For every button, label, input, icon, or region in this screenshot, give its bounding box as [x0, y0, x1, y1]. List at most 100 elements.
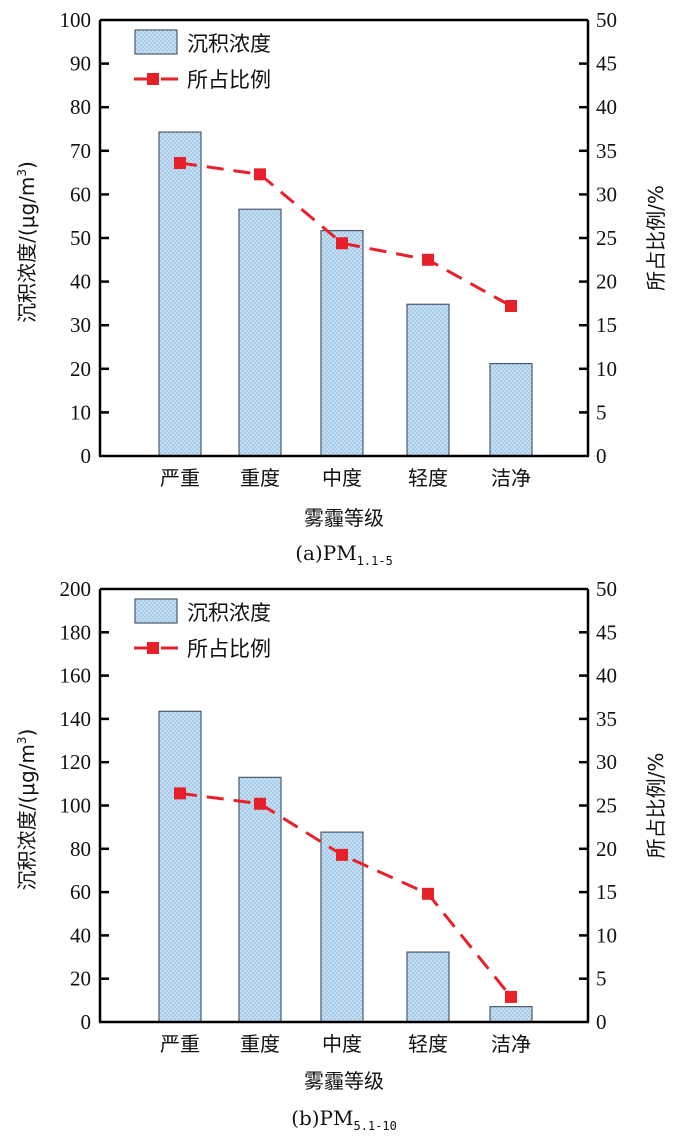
- y2-axis-title: 所占比例/%: [644, 185, 668, 291]
- left-tick-label: 200: [60, 577, 92, 601]
- legend-line-marker: [147, 73, 159, 85]
- y-axis-title-end: ): [15, 729, 39, 737]
- y-axis-title-end: ): [15, 161, 39, 169]
- right-tick-label: 40: [596, 664, 617, 688]
- line-point-1: [174, 787, 186, 800]
- bar-3: [320, 831, 364, 1023]
- line-point-4: [422, 887, 434, 900]
- bar-3: [320, 229, 364, 457]
- x-axis-title: 雾霾等级: [304, 506, 384, 530]
- left-tick-label: 40: [70, 270, 91, 294]
- left-tick-label: 80: [70, 95, 91, 119]
- right-tick-label: 5: [596, 400, 607, 424]
- panel-caption-subscript: 1.1-5: [357, 554, 393, 568]
- right-tick-label: 0: [596, 1010, 607, 1034]
- category-label: 洁净: [491, 1032, 531, 1056]
- y-axis-title-sup: 3: [15, 169, 29, 177]
- right-tick-label: 25: [596, 226, 617, 250]
- panel-caption-subscript: 5.1-10: [353, 1119, 396, 1133]
- right-tick-label: 20: [596, 837, 617, 861]
- line-point-5: [505, 300, 517, 313]
- right-tick-label: 10: [596, 923, 617, 947]
- left-tick-label: 180: [60, 620, 92, 644]
- y-axis-title: 沉积浓度/(μg/m3): [15, 161, 39, 323]
- category-label: 严重: [160, 466, 200, 490]
- line-point-5: [505, 990, 517, 1003]
- left-tick-label: 0: [81, 444, 92, 468]
- category-label: 中度: [322, 1032, 362, 1056]
- legend-label-bars: 沉积浓度: [187, 32, 271, 56]
- left-tick-label: 50: [70, 226, 91, 250]
- legend-label-bars: 沉积浓度: [187, 601, 271, 625]
- bar-5: [489, 1006, 533, 1023]
- bar-2: [238, 208, 282, 457]
- left-tick-label: 0: [81, 1010, 92, 1034]
- left-tick-label: 60: [70, 880, 91, 904]
- category-label: 中度: [322, 466, 362, 490]
- left-tick-label: 160: [60, 664, 92, 688]
- left-tick-label: 100: [60, 8, 92, 32]
- left-tick-label: 70: [70, 139, 91, 163]
- left-tick-label: 20: [70, 357, 91, 381]
- y-axis-title-main: 沉积浓度/(μg/m: [15, 177, 39, 323]
- legend-bar-swatch: [134, 598, 178, 624]
- line-point-3: [336, 237, 348, 250]
- chart-panel-a: 0 10 20 30 40 50 60 70 80 90 100 0 5 10 15 20 25 30 35 40 45…: [15, 8, 668, 568]
- right-tick-label: 50: [596, 8, 617, 32]
- y-axis-title: 沉积浓度/(μg/m3): [15, 729, 39, 891]
- left-tick-label: 20: [70, 967, 91, 991]
- y2-axis-title: 所占比例/%: [644, 753, 668, 859]
- category-label: 洁净: [491, 466, 531, 490]
- line-point-4: [422, 253, 434, 266]
- y-axis-title-sup: 3: [15, 736, 29, 744]
- left-tick-label: 120: [60, 750, 92, 774]
- category-label: 严重: [160, 1032, 200, 1056]
- legend-bar-swatch: [134, 29, 178, 55]
- line-point-2: [254, 797, 266, 810]
- right-tick-label: 35: [596, 139, 617, 163]
- left-tick-label: 10: [70, 400, 91, 424]
- line-point-3: [336, 848, 348, 861]
- left-tick-label: 90: [70, 52, 91, 76]
- series-line-proportion: [179, 161, 512, 308]
- chart-panel-b: 0 20 40 60 80 100 120 140 160 180 200 0 5 10 15 20 25 30 3…: [15, 577, 668, 1133]
- right-tick-label: 15: [596, 880, 617, 904]
- right-tick-label: 30: [596, 182, 617, 206]
- legend-label-line: 所占比例: [187, 68, 271, 92]
- category-label: 轻度: [408, 466, 448, 490]
- left-tick-label: 40: [70, 923, 91, 947]
- right-tick-label: 45: [596, 52, 617, 76]
- category-label: 重度: [240, 466, 280, 490]
- right-tick-label: 10: [596, 357, 617, 381]
- category-label: 重度: [240, 1032, 280, 1056]
- bar-1: [158, 710, 202, 1023]
- panel-caption: (b)PM5.1-10: [291, 1106, 397, 1133]
- right-tick-label: 30: [596, 750, 617, 774]
- line-point-1: [174, 157, 186, 170]
- panel-caption-prefix: (a)PM: [295, 541, 356, 565]
- right-tick-label: 20: [596, 270, 617, 294]
- right-tick-label: 15: [596, 313, 617, 337]
- bar-5: [489, 362, 533, 457]
- line-point-2: [254, 168, 266, 181]
- right-tick-label: 45: [596, 620, 617, 644]
- x-axis-title: 雾霾等级: [304, 1069, 384, 1093]
- left-tick-label: 80: [70, 837, 91, 861]
- bar-2: [238, 776, 282, 1023]
- legend-line-marker: [147, 642, 159, 654]
- left-tick-label: 140: [60, 707, 92, 731]
- right-tick-label: 5: [596, 967, 607, 991]
- bar-4: [406, 303, 450, 457]
- y-axis-title-main: 沉积浓度/(μg/m: [15, 744, 39, 890]
- panel-caption-prefix: (b)PM: [291, 1106, 353, 1130]
- legend-label-line: 所占比例: [187, 637, 271, 661]
- right-tick-label: 40: [596, 95, 617, 119]
- bar-4: [406, 951, 450, 1023]
- panel-caption: (a)PM1.1-5: [295, 541, 393, 568]
- left-tick-label: 30: [70, 313, 91, 337]
- right-tick-label: 50: [596, 577, 617, 601]
- left-tick-label: 60: [70, 182, 91, 206]
- right-tick-label: 0: [596, 444, 607, 468]
- bar-1: [158, 131, 202, 457]
